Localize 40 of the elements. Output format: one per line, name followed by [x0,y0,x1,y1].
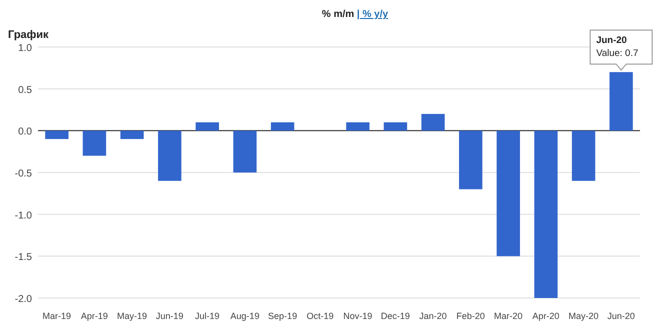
x-tick-label: Apr-20 [532,311,560,321]
bar [459,130,482,190]
x-tick-label: Aug-19 [230,311,260,321]
x-tick-label: Dec-19 [380,311,410,321]
x-tick-label: Sep-19 [268,311,298,321]
bar [346,122,370,131]
y-tick-label: -1.0 [14,210,32,222]
bar [45,130,68,140]
y-tick-label: -2.0 [14,294,32,305]
y-tick-label: -1.5 [14,252,32,264]
y-tick-label: 1.0 [18,43,32,54]
chart-subtitle: % m/m | % y/y [322,9,389,20]
x-tick-label: Jun-20 [607,311,635,321]
x-tick-label: Jun-19 [156,311,184,321]
x-tick-label: Jan-20 [419,311,447,321]
y-tick-label: 0.0 [18,126,32,138]
bar [421,114,445,131]
x-tick-label: May-19 [117,311,148,321]
bar [120,130,144,140]
x-tick-label: Apr-19 [80,311,108,321]
bar [384,122,408,131]
chart-title: График [8,29,50,41]
x-tick-label: May-20 [568,311,599,321]
annotation: Jun-20 Value: 0.7 [596,35,638,60]
bar [572,130,596,181]
x-tick-label: Oct-19 [306,311,334,321]
bar [270,122,294,131]
x-tick-label: Nov-19 [343,311,372,321]
bar [233,130,257,172]
bar [158,130,182,181]
y-tick-label: 0.5 [18,84,32,96]
y-tick-label: -0.5 [14,168,32,180]
bar [196,122,219,131]
x-tick-label: Feb-20 [456,311,485,321]
x-tick-label: Mar-19 [42,311,72,321]
x-tick-label: Mar-20 [494,311,523,321]
bar [82,130,106,156]
bar [496,130,520,256]
bar [534,130,558,298]
x-tick-label: Jul-19 [195,311,220,321]
